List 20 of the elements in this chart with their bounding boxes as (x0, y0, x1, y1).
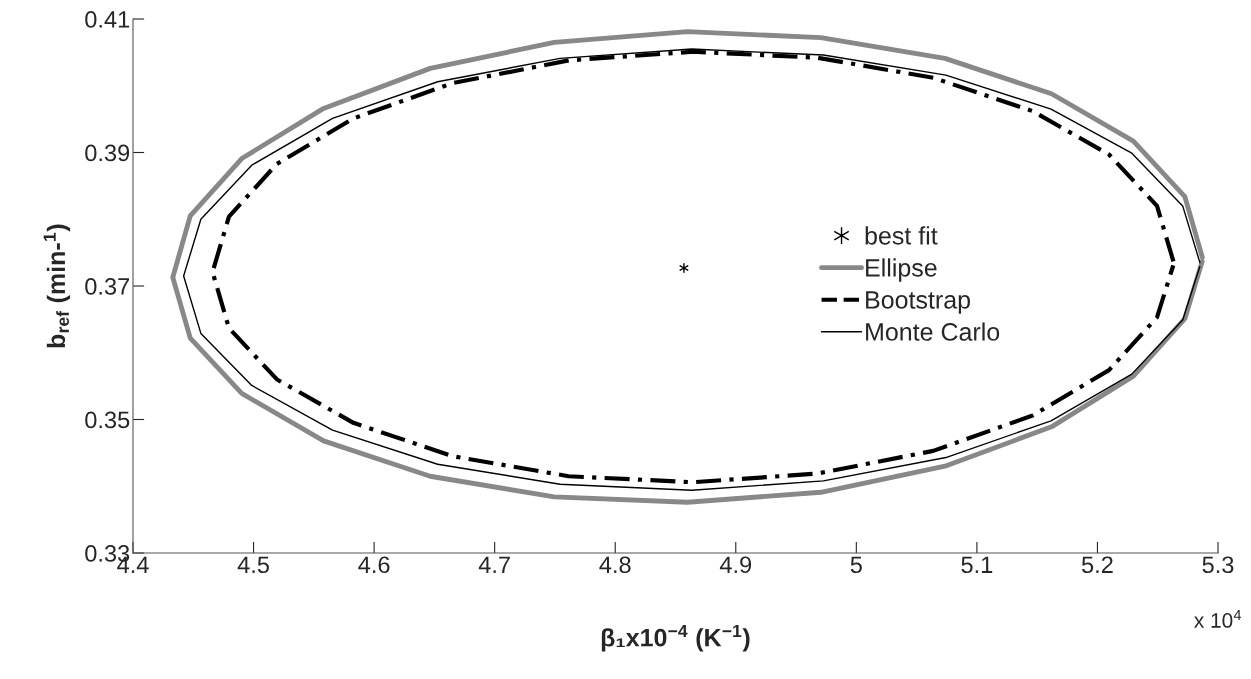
x-tick-label: 5.2 (1081, 556, 1113, 574)
x-tick-label: 4.6 (358, 556, 390, 574)
text: x 10$^{4}$ (1194, 609, 1242, 628)
x-axis-title: β₁x10$^{−4}$ (K$^{−1}$) (601, 625, 750, 652)
y-tick-label: 0.41 (85, 11, 130, 28)
x-tick-label: 4.9 (719, 556, 752, 574)
y-tick-label: 0.37 (85, 278, 130, 295)
x-tick-label: 5.1 (961, 556, 993, 574)
legend-label: Monte Carlo (866, 322, 1000, 341)
x-tick-label: 4.5 (237, 556, 269, 574)
y-tick-label: 0.39 (85, 144, 130, 162)
y-tick-label: 0.35 (85, 411, 130, 429)
x-tick-label: 4.7 (478, 556, 510, 573)
y-axis-title: b$_{ref}$ (min-$^{1}$) (43, 224, 71, 348)
x-tick-label: 4.8 (599, 556, 631, 574)
x-tick-label: 5.3 (1202, 556, 1234, 574)
x-tick-label: 5 (850, 556, 862, 574)
legend-label: Bootstrap (866, 291, 970, 314)
legend-label: best fit (865, 226, 938, 245)
legend-label: Ellipse (866, 258, 937, 282)
